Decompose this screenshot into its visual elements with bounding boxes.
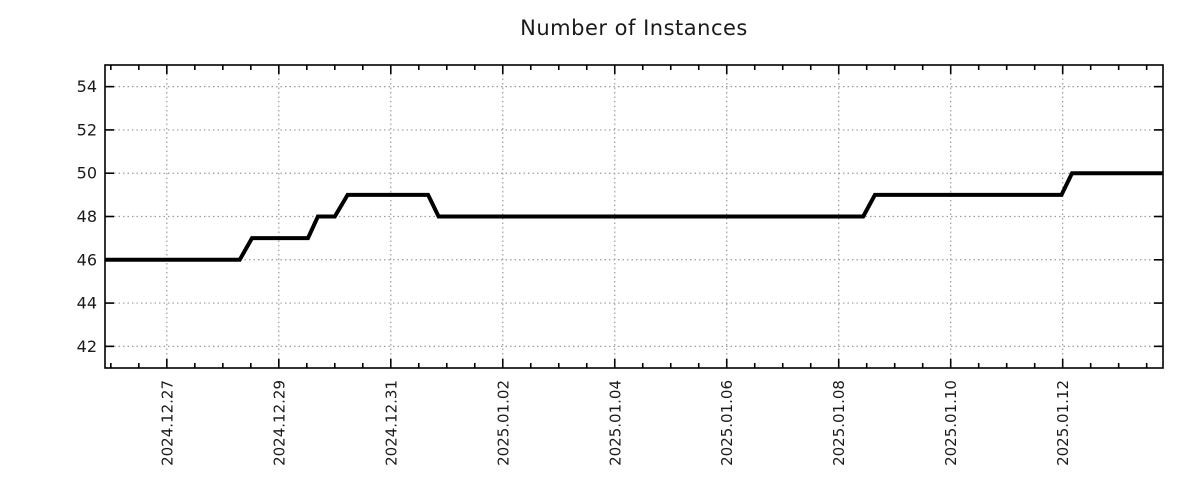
y-tick-label: 52 [77, 120, 97, 139]
y-tick-label: 50 [77, 164, 97, 183]
plot-frame [104, 64, 1164, 369]
x-tick-label: 2024.12.31 [382, 380, 400, 466]
x-tick-label: 2024.12.29 [270, 380, 288, 466]
x-tick-label: 2025.01.06 [718, 380, 736, 466]
x-tick-label: 2025.01.02 [494, 380, 512, 466]
x-tick-label: 2025.01.04 [606, 380, 624, 466]
axis-labels: 42 44 46 48 50 52 54 2024.12.27 2024.12.29 2024.1… [77, 77, 1073, 466]
x-tick-label: 2025.01.10 [942, 380, 960, 466]
x-tick-label: 2025.01.12 [1054, 380, 1072, 466]
chart-title: Number of Instances [520, 16, 748, 40]
grid-lines [105, 65, 1163, 368]
y-tick-label: 42 [77, 337, 97, 356]
y-tick-label: 48 [77, 207, 97, 226]
y-tick-label: 44 [77, 294, 97, 313]
y-tick-label: 46 [77, 250, 97, 269]
x-tick-label: 2024.12.27 [158, 380, 176, 466]
y-tick-label: 54 [77, 77, 97, 96]
x-tick-label: 2025.01.08 [830, 380, 848, 466]
series-line [105, 171, 1163, 262]
